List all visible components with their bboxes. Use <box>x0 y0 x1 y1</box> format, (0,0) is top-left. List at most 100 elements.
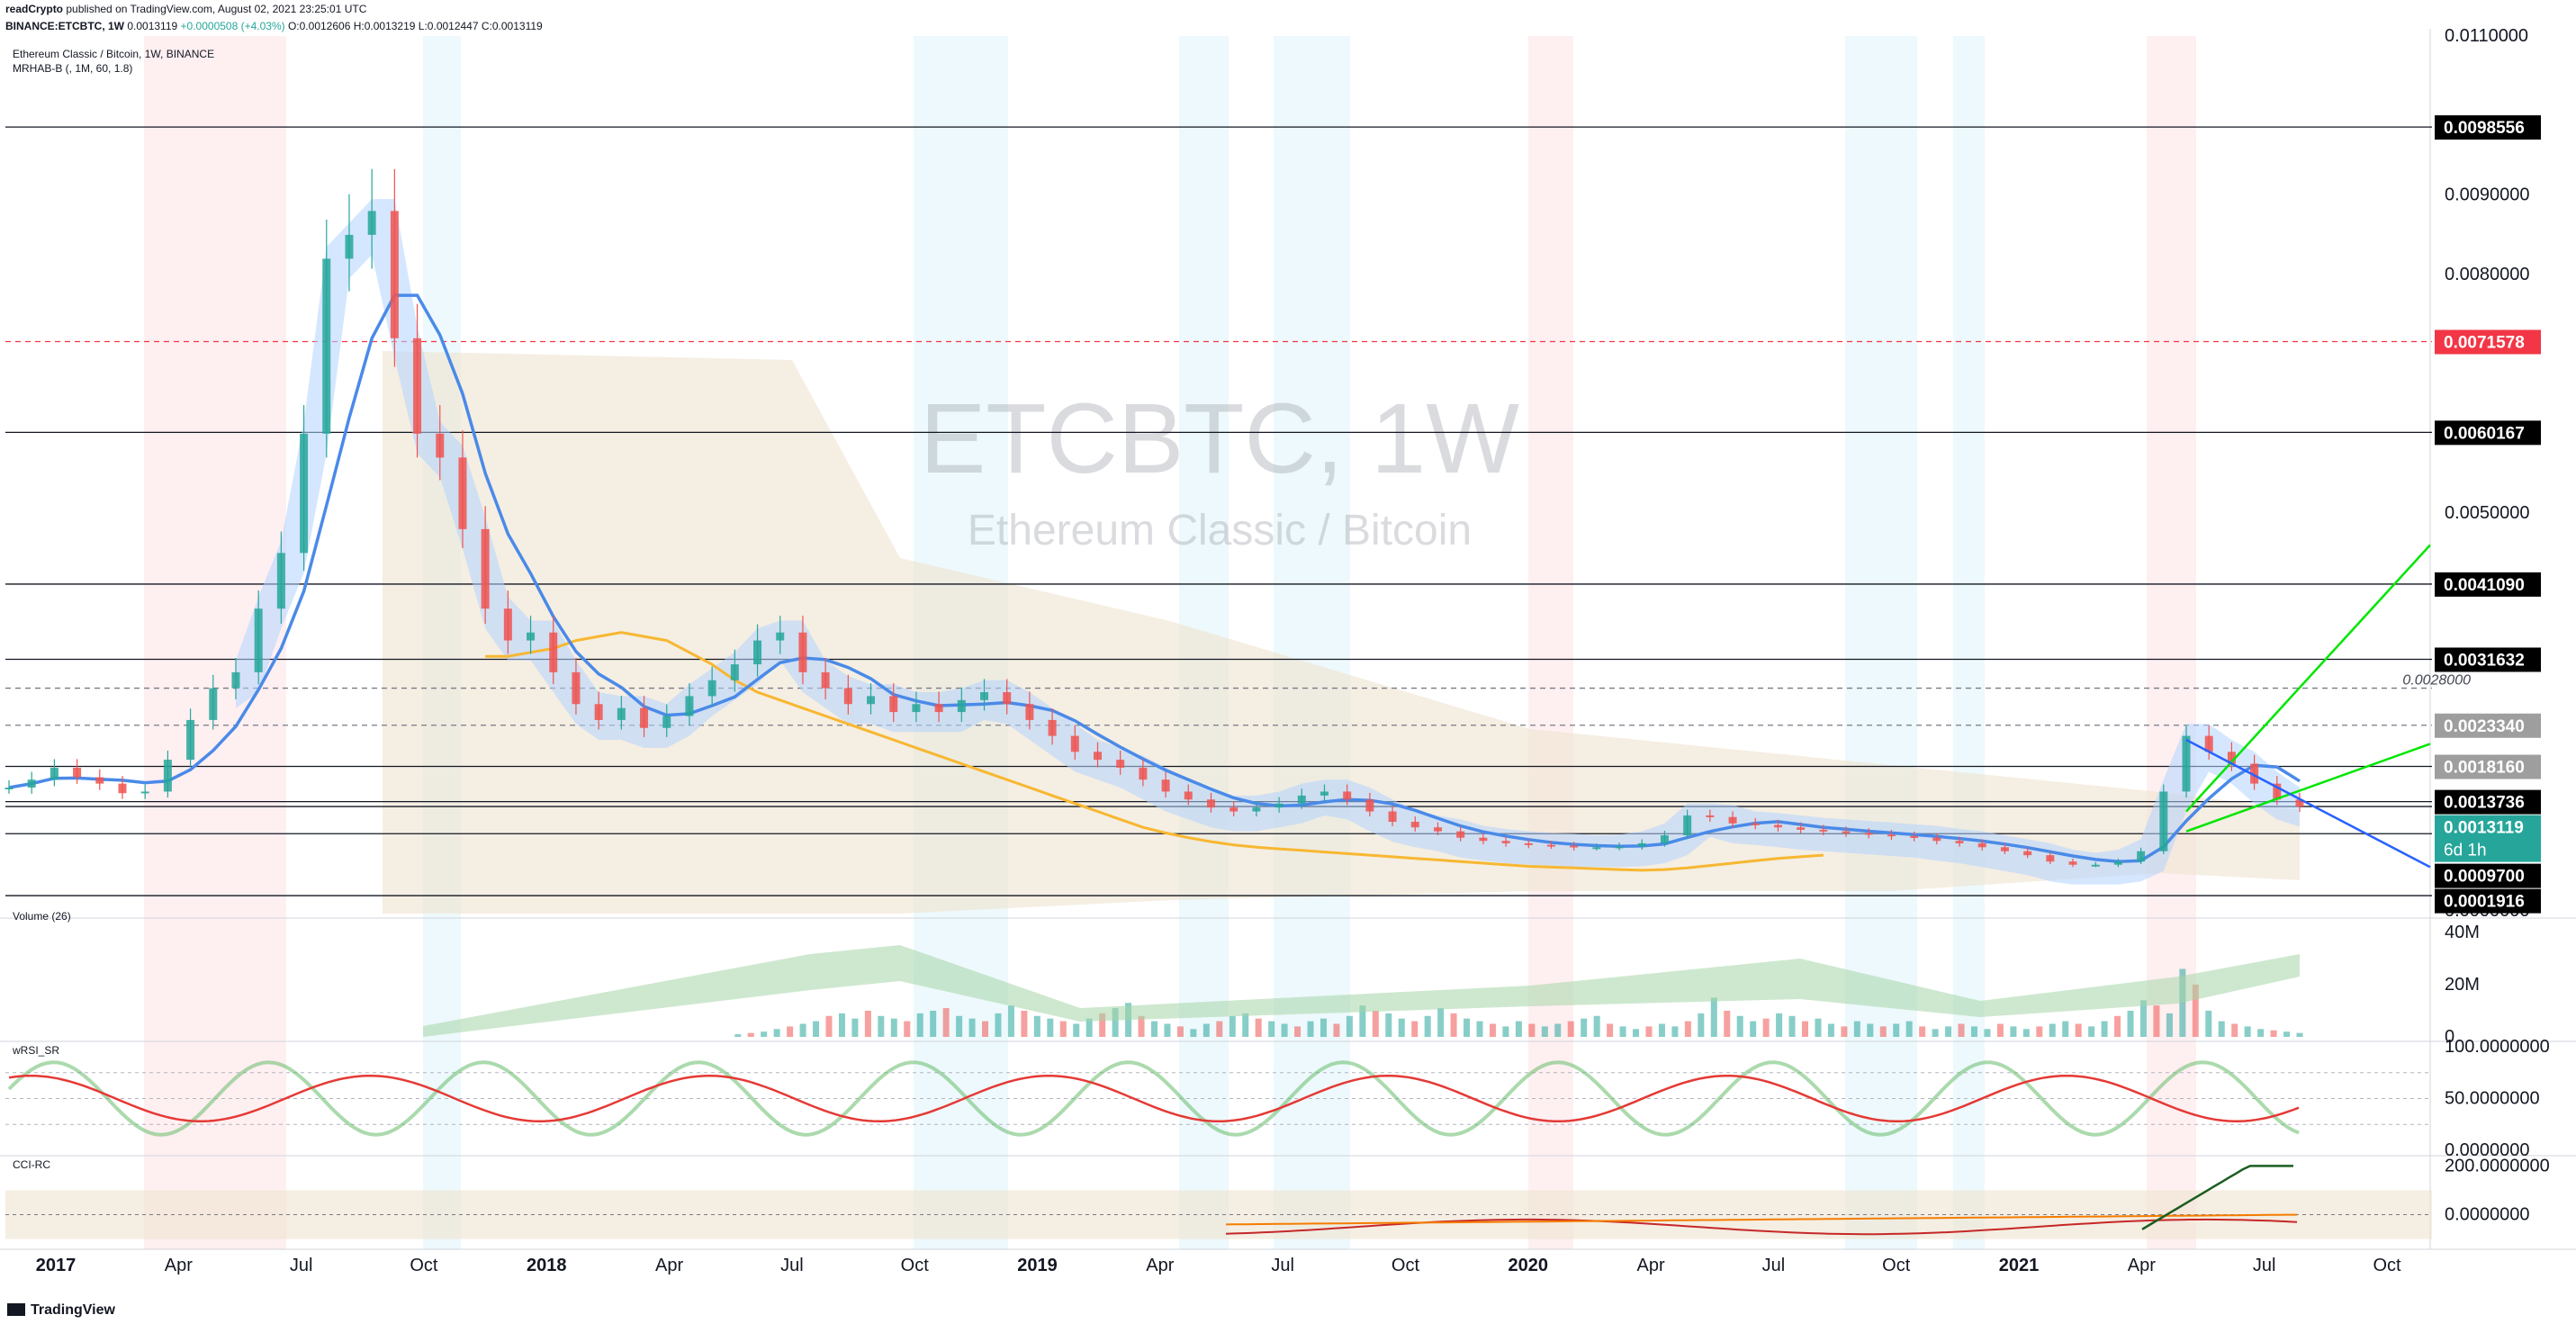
candle-body <box>1161 779 1170 792</box>
price-label-text: 0.0071578 <box>2444 334 2525 353</box>
envelope-band <box>383 351 2300 914</box>
candle-body <box>345 234 354 259</box>
x-tick-label: Oct <box>1392 1256 1420 1275</box>
volume-bar <box>813 1021 820 1037</box>
volume-title: Volume (26) <box>13 910 71 923</box>
candle-body <box>1819 829 1828 832</box>
candle-body <box>1546 844 1555 847</box>
volume-bar <box>2010 1026 2017 1037</box>
volume-bar <box>1112 1008 1119 1037</box>
session-band <box>2147 36 2196 1249</box>
green-trend-line <box>2185 544 2431 813</box>
volume-bar <box>1619 1026 1626 1037</box>
volume-bar <box>1736 1015 1743 1037</box>
candle-body <box>95 777 104 784</box>
rsi-tick-label: 100.0000000 <box>2445 1037 2550 1057</box>
candle-body <box>1343 791 1352 800</box>
candle-body <box>1116 760 1125 768</box>
open-value: O:0.0012606 <box>287 20 351 32</box>
candle-body <box>1955 841 1964 843</box>
green-trend-line <box>2185 743 2431 833</box>
candle-body <box>957 699 966 713</box>
candle-body <box>707 680 716 697</box>
candle-body <box>1070 735 1079 752</box>
candle-body <box>1887 834 1896 837</box>
volume-bar <box>1151 1021 1157 1037</box>
candle-body <box>2227 752 2236 764</box>
x-tick-label: Oct <box>1882 1256 1911 1275</box>
volume-bar <box>2049 1023 2056 1037</box>
candle-body <box>2023 851 2032 856</box>
volume-bar <box>1320 1018 1327 1037</box>
volume-tick-label: 0 <box>2445 1027 2454 1047</box>
volume-ma-band <box>423 945 2300 1037</box>
x-tick-label: 2019 <box>1017 1256 1058 1275</box>
candle-body <box>1683 815 1692 836</box>
candle-body <box>1570 845 1579 848</box>
volume-bar <box>995 1013 1002 1037</box>
price-tick-label: 0.0090000 <box>2445 185 2530 205</box>
candle-body <box>322 258 331 434</box>
candle-body <box>1206 799 1215 808</box>
volume-bar <box>1085 1018 1093 1037</box>
volume-bar <box>1750 1021 1757 1037</box>
volume-bar <box>956 1015 963 1037</box>
volume-bar <box>1502 1026 1509 1037</box>
volume-bar <box>916 1013 923 1037</box>
volume-bar <box>2192 984 2199 1037</box>
volume-bar <box>2244 1026 2251 1037</box>
price-change: +0.0000508 (+4.03%) <box>180 20 285 32</box>
candle-body <box>5 788 14 790</box>
symbol-name[interactable]: BINANCE:ETCBTC, 1W <box>5 20 124 32</box>
candle-body <box>1706 815 1715 817</box>
volume-bar <box>1073 1023 1080 1037</box>
volume-bar <box>2231 1023 2238 1037</box>
candle-body <box>572 671 581 705</box>
volume-bar <box>773 1029 780 1037</box>
candle-body <box>1410 822 1419 828</box>
candle-body <box>436 433 445 458</box>
volume-bar <box>1138 1015 1145 1037</box>
tradingview-logo[interactable]: TradingView <box>7 1302 115 1319</box>
publisher-name: readCrypto <box>5 3 64 15</box>
price-tick-label: 0.0050000 <box>2445 503 2530 523</box>
volume-bar <box>1359 1005 1366 1037</box>
rsi-tick-label: 50.0000000 <box>2445 1089 2540 1109</box>
chart-title: Ethereum Classic / Bitcoin, 1W, BINANCE <box>13 48 214 60</box>
candle-body <box>2046 855 2055 862</box>
volume-bar <box>747 1032 754 1037</box>
volume-bar <box>1294 1026 1302 1037</box>
candle-body <box>1728 816 1737 824</box>
volume-bar <box>1450 1013 1457 1037</box>
volume-bar <box>1554 1023 1562 1037</box>
volume-bar <box>1385 1013 1392 1037</box>
session-band <box>1528 36 1573 1249</box>
volume-bar <box>1515 1021 1522 1037</box>
cci-green-line <box>2141 1165 2293 1230</box>
volume-bar <box>1242 1013 1249 1037</box>
x-tick-label: Jul <box>1271 1256 1294 1275</box>
close-value: C:0.0013119 <box>481 20 543 32</box>
candle-body <box>1456 831 1465 838</box>
rsi-tick-label: 0.0000000 <box>2445 1140 2530 1160</box>
level-annotation: 0.0028000 <box>2402 673 2471 689</box>
volume-bar <box>1945 1026 1952 1037</box>
volume-bar <box>1346 1015 1353 1037</box>
price-label-box <box>2435 572 2541 597</box>
candle-body <box>481 528 490 609</box>
candle-body <box>276 553 285 609</box>
volume-bar <box>1827 1023 1834 1037</box>
candle-body <box>617 707 626 720</box>
price-label-box <box>2435 329 2541 355</box>
candle-body <box>1479 837 1488 842</box>
candle-body <box>798 632 807 672</box>
candle-body <box>1932 837 1941 842</box>
session-band <box>1845 36 1917 1249</box>
candle-body <box>2137 851 2146 862</box>
volume-bar <box>1893 1023 1900 1037</box>
candle-body <box>2091 864 2100 867</box>
volume-bar <box>1671 1026 1679 1037</box>
volume-bar <box>1567 1021 1574 1037</box>
candle-body <box>163 760 172 792</box>
